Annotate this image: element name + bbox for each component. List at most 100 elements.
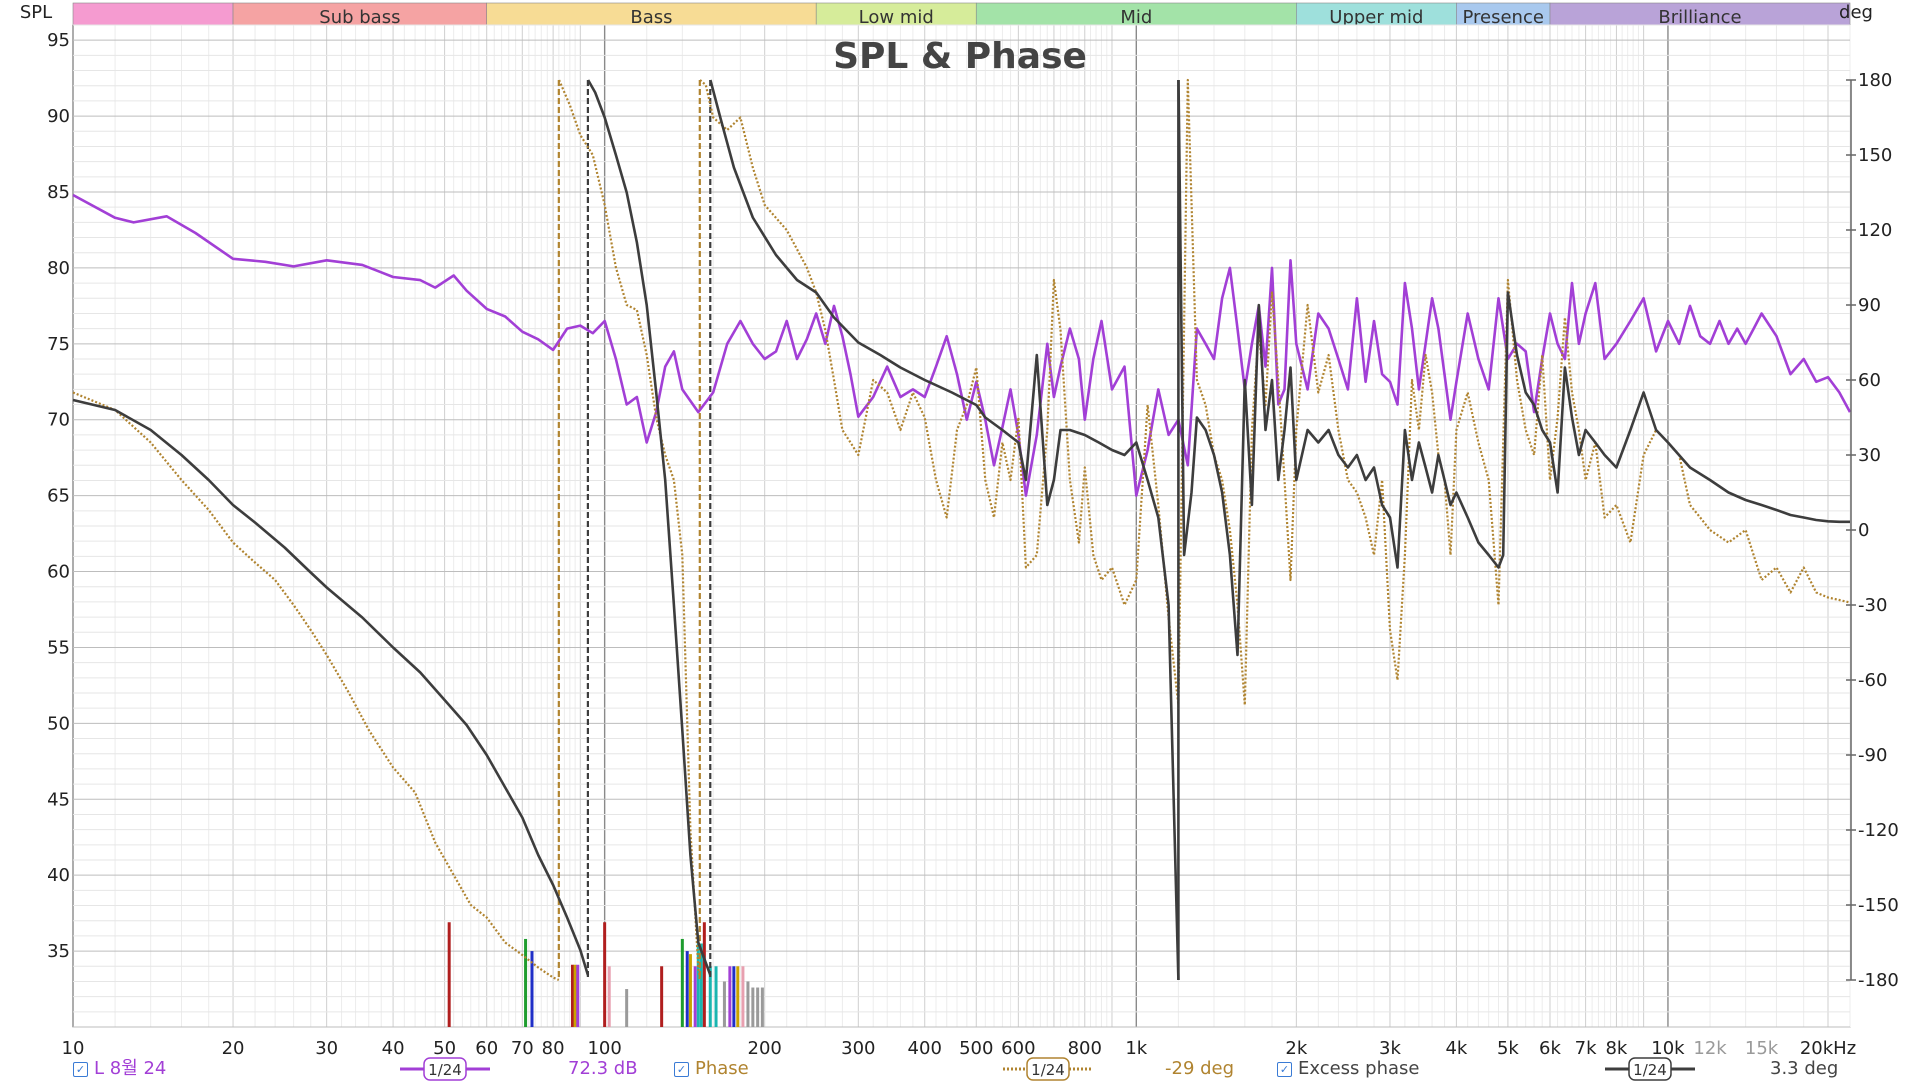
band-label-4: Mid bbox=[1120, 7, 1152, 28]
bottom-marker-0 bbox=[447, 922, 451, 1027]
y-right-tick-12: 180 bbox=[1858, 70, 1892, 91]
x-tick-11: 400 bbox=[908, 1038, 942, 1059]
series-2 bbox=[72, 79, 1850, 981]
bottom-marker-13 bbox=[693, 966, 697, 1027]
y-left-tick-5: 60 bbox=[47, 562, 70, 583]
x-tick-4: 50 bbox=[433, 1038, 456, 1059]
bottom-marker-19 bbox=[722, 981, 726, 1027]
y-right-tick-2: -120 bbox=[1858, 820, 1899, 841]
band-label-1: Sub bass bbox=[319, 7, 400, 28]
bottom-marker-27 bbox=[760, 987, 764, 1027]
y-left-tick-4: 55 bbox=[47, 637, 70, 658]
x-tick-0: 10 bbox=[62, 1038, 85, 1059]
left-axis-label: SPL bbox=[20, 2, 52, 23]
excess-phase-legend-label: Excess phase bbox=[1298, 1058, 1420, 1079]
legend-spl[interactable]: ✓ L 8월 24 bbox=[73, 1056, 166, 1082]
excess-phase-smoothing[interactable]: 1/24 bbox=[1605, 1056, 1695, 1082]
bottom-marker-9 bbox=[660, 966, 664, 1027]
y-right-tick-0: -180 bbox=[1858, 970, 1899, 991]
x-tick-23: 10k bbox=[1651, 1038, 1685, 1059]
x-tick-14: 800 bbox=[1068, 1038, 1102, 1059]
y-right-tick-4: -60 bbox=[1858, 670, 1887, 691]
y-right-tick-3: -90 bbox=[1858, 745, 1887, 766]
bottom-marker-22 bbox=[736, 966, 740, 1027]
band-0 bbox=[72, 2, 234, 27]
y-left-tick-1: 40 bbox=[47, 865, 70, 886]
band-label-5: Upper mid bbox=[1329, 7, 1423, 28]
x-tick-24: 12k bbox=[1693, 1038, 1727, 1059]
x-tick-17: 3k bbox=[1379, 1038, 1401, 1059]
x-tick-26: 20kHz bbox=[1800, 1038, 1856, 1059]
bottom-marker-26 bbox=[756, 987, 760, 1027]
bottom-marker-14 bbox=[696, 943, 700, 1027]
x-tick-16: 2k bbox=[1285, 1038, 1307, 1059]
x-tick-10: 300 bbox=[841, 1038, 875, 1059]
series-1 bbox=[72, 78, 1851, 982]
x-tick-21: 7k bbox=[1575, 1038, 1597, 1059]
excess-phase-smoothing-label: 1/24 bbox=[1633, 1061, 1667, 1079]
x-tick-12: 500 bbox=[959, 1038, 993, 1059]
y-left-tick-0: 35 bbox=[47, 941, 70, 962]
axis-ticks: 10 20 30 40 50 60 70 80 100 200 300 400 500 600 800 1k 2… bbox=[47, 30, 1899, 1059]
frequency-bands: Sub bass Bass Low mid Mid Upper mid Presence B… bbox=[72, 2, 1851, 28]
bottom-marker-16 bbox=[702, 922, 706, 1027]
x-tick-15: 1k bbox=[1125, 1038, 1147, 1059]
y-left-tick-8: 75 bbox=[47, 334, 70, 355]
phase-legend-label: Phase bbox=[695, 1058, 749, 1079]
x-tick-6: 70 bbox=[511, 1038, 534, 1059]
band-label-7: Brilliance bbox=[1658, 7, 1741, 28]
bottom-marker-3 bbox=[570, 964, 574, 1027]
right-axis-label: deg bbox=[1839, 2, 1873, 23]
bottom-marker-20 bbox=[728, 966, 732, 1027]
bottom-marker-23 bbox=[741, 966, 745, 1027]
bottom-marker-17 bbox=[708, 966, 712, 1027]
y-right-tick-9: 90 bbox=[1858, 295, 1881, 316]
bottom-markers bbox=[447, 922, 764, 1027]
bottom-marker-15 bbox=[699, 943, 703, 1027]
x-tick-8: 100 bbox=[587, 1038, 621, 1059]
y-right-tick-5: -30 bbox=[1858, 595, 1887, 616]
band-label-3: Low mid bbox=[859, 7, 934, 28]
phase-wrap-markers bbox=[557, 80, 712, 980]
bottom-marker-4 bbox=[573, 964, 577, 1027]
y-left-tick-7: 70 bbox=[47, 410, 70, 431]
x-tick-25: 15k bbox=[1745, 1038, 1779, 1059]
legend-phase[interactable]: ✓ Phase bbox=[674, 1056, 749, 1082]
bottom-marker-18 bbox=[714, 966, 718, 1027]
y-left-tick-3: 50 bbox=[47, 713, 70, 734]
y-right-tick-10: 120 bbox=[1858, 220, 1892, 241]
bottom-marker-8 bbox=[625, 989, 629, 1027]
x-tick-20: 6k bbox=[1539, 1038, 1561, 1059]
x-tick-1: 20 bbox=[222, 1038, 245, 1059]
x-tick-19: 5k bbox=[1497, 1038, 1519, 1059]
series-lines bbox=[72, 78, 1852, 982]
phase-checkbox[interactable]: ✓ bbox=[674, 1061, 689, 1077]
grid bbox=[72, 24, 1851, 1028]
spl-checkbox[interactable]: ✓ bbox=[73, 1061, 88, 1077]
excess-phase-checkbox[interactable]: ✓ bbox=[1277, 1061, 1292, 1077]
y-right-tick-6: 0 bbox=[1858, 520, 1869, 541]
y-right-tick-8: 60 bbox=[1858, 370, 1881, 391]
bottom-marker-11 bbox=[685, 951, 689, 1027]
legend-excess-phase[interactable]: ✓ Excess phase bbox=[1277, 1056, 1419, 1082]
y-left-tick-2: 45 bbox=[47, 789, 70, 810]
phase-smoothing[interactable]: 1/24 bbox=[1003, 1056, 1093, 1082]
phase-legend-value: -29 deg bbox=[1165, 1058, 1235, 1079]
x-tick-18: 4k bbox=[1445, 1038, 1467, 1059]
band-label-2: Bass bbox=[630, 7, 672, 28]
bottom-marker-2 bbox=[530, 951, 534, 1027]
spl-smoothing-label: 1/24 bbox=[428, 1061, 462, 1079]
bottom-marker-21 bbox=[732, 966, 736, 1027]
y-left-tick-9: 80 bbox=[47, 258, 70, 279]
x-tick-5: 60 bbox=[475, 1038, 498, 1059]
x-tick-9: 200 bbox=[748, 1038, 782, 1059]
spl-smoothing[interactable]: 1/24 bbox=[400, 1056, 490, 1082]
bottom-marker-24 bbox=[746, 981, 750, 1027]
series-0 bbox=[72, 193, 1852, 497]
bottom-marker-6 bbox=[603, 922, 607, 1027]
y-right-tick-1: -150 bbox=[1858, 895, 1899, 916]
bottom-marker-25 bbox=[751, 987, 755, 1027]
x-tick-2: 30 bbox=[315, 1038, 338, 1059]
bottom-marker-12 bbox=[688, 954, 692, 1027]
